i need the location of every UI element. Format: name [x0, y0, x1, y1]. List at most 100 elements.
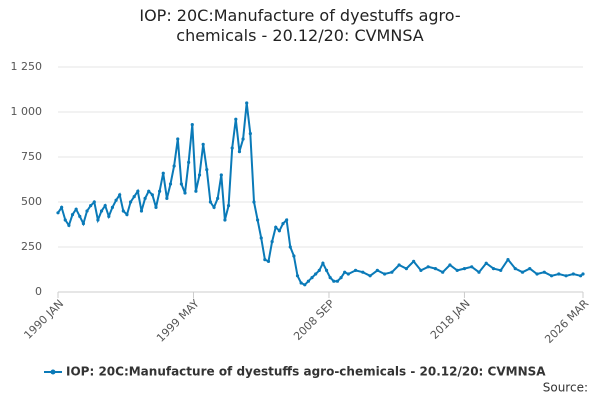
y-tick-label: 1 000: [11, 105, 43, 118]
point: [361, 270, 365, 274]
point: [441, 270, 445, 274]
point: [63, 218, 67, 222]
point: [397, 263, 401, 267]
point: [328, 276, 332, 280]
point: [248, 132, 252, 136]
point: [165, 196, 169, 200]
point: [557, 272, 561, 276]
point: [219, 173, 223, 177]
point: [147, 189, 151, 193]
point: [255, 218, 260, 222]
point: [89, 204, 93, 208]
point: [506, 258, 510, 262]
point: [404, 267, 408, 271]
legend-marker: [50, 369, 56, 375]
point: [74, 207, 78, 211]
x-tick-label: 2018 JAN: [428, 297, 473, 342]
point: [513, 267, 517, 271]
point: [375, 268, 379, 272]
point: [343, 270, 347, 274]
point: [419, 268, 423, 272]
point: [310, 276, 314, 280]
point: [542, 270, 546, 274]
point: [317, 268, 321, 272]
point: [285, 218, 289, 222]
point: [484, 261, 488, 265]
point: [491, 267, 496, 271]
point: [535, 272, 539, 276]
point: [234, 117, 238, 121]
y-tick-label: 500: [21, 195, 42, 208]
legend-label: IOP: 20C:Manufacture of dyestuffs agro-c…: [66, 365, 546, 379]
point: [571, 272, 575, 276]
point: [455, 268, 459, 272]
y-tick-label: 250: [21, 240, 42, 253]
point: [96, 218, 100, 222]
point: [183, 191, 187, 195]
point: [564, 274, 568, 278]
point: [226, 204, 231, 208]
point: [205, 168, 209, 172]
point: [114, 198, 118, 202]
point: [324, 268, 329, 272]
point: [477, 270, 481, 274]
point: [277, 229, 281, 233]
point: [176, 137, 180, 141]
point: [99, 209, 104, 213]
y-tick-label: 1 250: [11, 60, 43, 73]
point: [223, 218, 227, 222]
point: [194, 189, 198, 193]
series-line: [57, 102, 584, 287]
point: [216, 196, 220, 200]
point: [139, 209, 144, 213]
point: [143, 196, 147, 200]
point: [448, 263, 452, 267]
point: [125, 213, 129, 217]
point: [179, 182, 183, 186]
point: [197, 173, 202, 177]
point: [295, 274, 300, 278]
point: [303, 283, 307, 287]
point: [281, 222, 285, 226]
y-tick-label: 750: [21, 150, 42, 163]
point: [241, 137, 245, 141]
point: [190, 123, 194, 127]
point: [245, 101, 249, 105]
point: [168, 182, 173, 186]
point: [172, 164, 176, 168]
point: [499, 268, 503, 272]
point: [85, 209, 89, 213]
point: [158, 189, 162, 193]
point: [346, 272, 350, 276]
point: [368, 274, 372, 278]
point: [270, 240, 274, 244]
point: [103, 204, 107, 208]
y-tick-label: 0: [35, 285, 42, 298]
point: [274, 225, 278, 229]
point: [107, 214, 111, 218]
point: [187, 160, 191, 164]
point: [161, 171, 165, 175]
x-tick-label: 2026 MAR: [542, 297, 591, 346]
point: [412, 259, 416, 263]
point: [92, 200, 96, 204]
point: [549, 274, 554, 278]
point: [118, 193, 122, 197]
point: [154, 205, 158, 209]
point: [67, 223, 71, 227]
point: [314, 272, 318, 276]
x-tick-label: 1990 JAN: [21, 297, 66, 342]
point: [339, 276, 343, 280]
point: [70, 213, 75, 217]
point: [390, 270, 394, 274]
point: [299, 281, 303, 285]
chart-title: IOP: 20C:Manufacture of dyestuffs agro-c…: [139, 6, 461, 45]
point: [433, 267, 438, 271]
point: [528, 267, 532, 271]
point: [78, 214, 82, 218]
point: [288, 245, 292, 249]
point: [60, 205, 64, 209]
point: [212, 205, 216, 209]
